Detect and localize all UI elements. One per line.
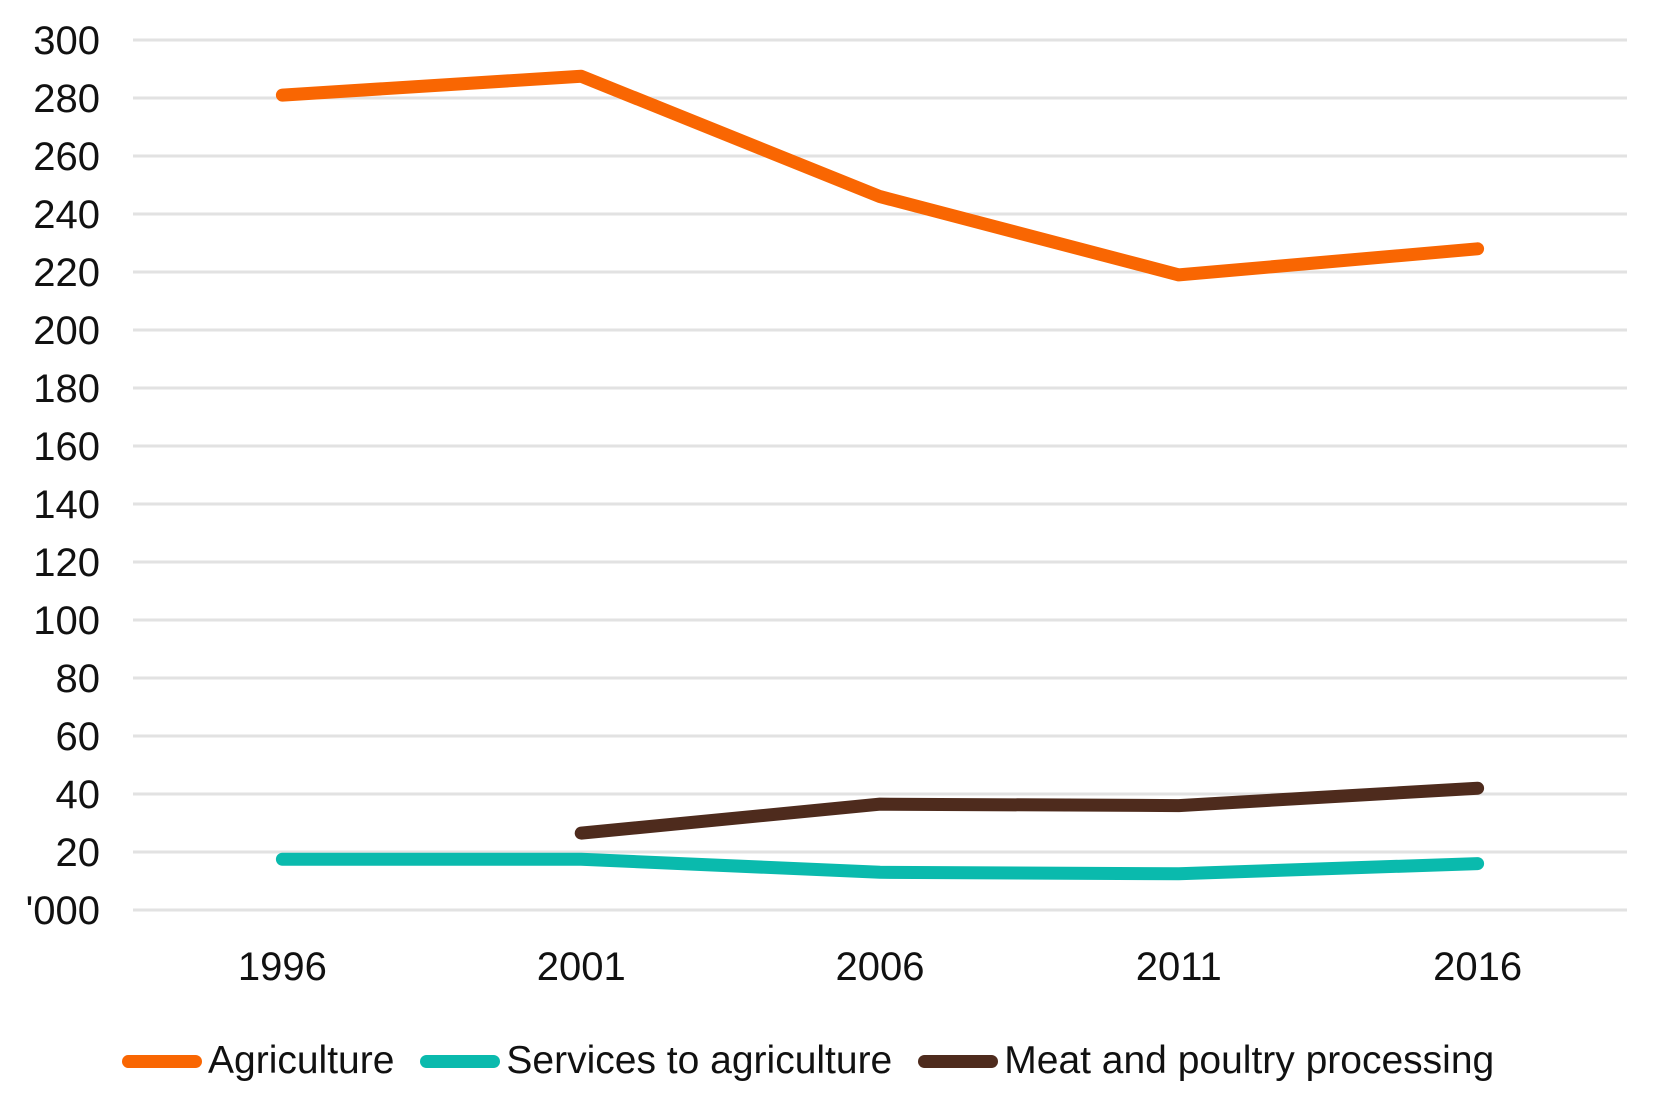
y-tick-label: 300 — [33, 19, 100, 63]
legend-item-meat-and-poultry-processing: Meat and poultry processing — [918, 1039, 1494, 1083]
legend-swatch-agriculture-icon — [122, 1054, 202, 1068]
legend-swatch-meat-and-poultry-processing-icon — [918, 1054, 999, 1068]
legend-item-services-to-agriculture: Services to agriculture — [420, 1039, 892, 1083]
legend-label-agriculture: Agriculture — [208, 1039, 395, 1082]
y-tick-label: 40 — [56, 773, 101, 817]
legend-label-services-to-agriculture: Services to agriculture — [506, 1039, 893, 1082]
y-tick-label: 180 — [33, 367, 100, 411]
x-tick-label: 2001 — [537, 945, 626, 989]
series-line-meat-and-poultry-processing — [574, 781, 1485, 840]
line-chart-canvas: '000 20 40 60 80 100 120 140 160 180 200 220 240 260 2… — [26, 19, 1627, 989]
x-tick-label: 1996 — [238, 945, 327, 989]
legend-swatch-services-to-agriculture-icon — [420, 1054, 501, 1068]
y-axis-unit-label: '000 — [26, 889, 100, 933]
chart-legend: Agriculture Services to agriculture Meat… — [122, 1034, 1494, 1088]
y-tick-label: 140 — [33, 483, 100, 527]
y-tick-label: 100 — [33, 599, 100, 643]
y-tick-label: 240 — [33, 193, 100, 237]
legend-label-meat-and-poultry-processing: Meat and poultry processing — [1004, 1039, 1495, 1082]
y-tick-label: 260 — [33, 135, 100, 179]
y-tick-label: 20 — [56, 831, 101, 875]
series-line-services-to-agriculture — [275, 852, 1485, 881]
y-tick-label: 160 — [33, 425, 100, 469]
x-tick-label: 2006 — [836, 945, 925, 989]
y-tick-label: 120 — [33, 541, 100, 585]
x-tick-label: 2016 — [1433, 945, 1522, 989]
x-tick-label: 2011 — [1136, 945, 1222, 989]
series-line-agriculture — [275, 69, 1485, 282]
y-tick-label: 200 — [33, 309, 100, 353]
legend-item-agriculture: Agriculture — [122, 1039, 394, 1083]
y-tick-label: 60 — [56, 715, 101, 759]
y-tick-label: 220 — [33, 251, 100, 295]
y-tick-label: 80 — [56, 657, 101, 701]
y-tick-label: 280 — [33, 77, 100, 121]
